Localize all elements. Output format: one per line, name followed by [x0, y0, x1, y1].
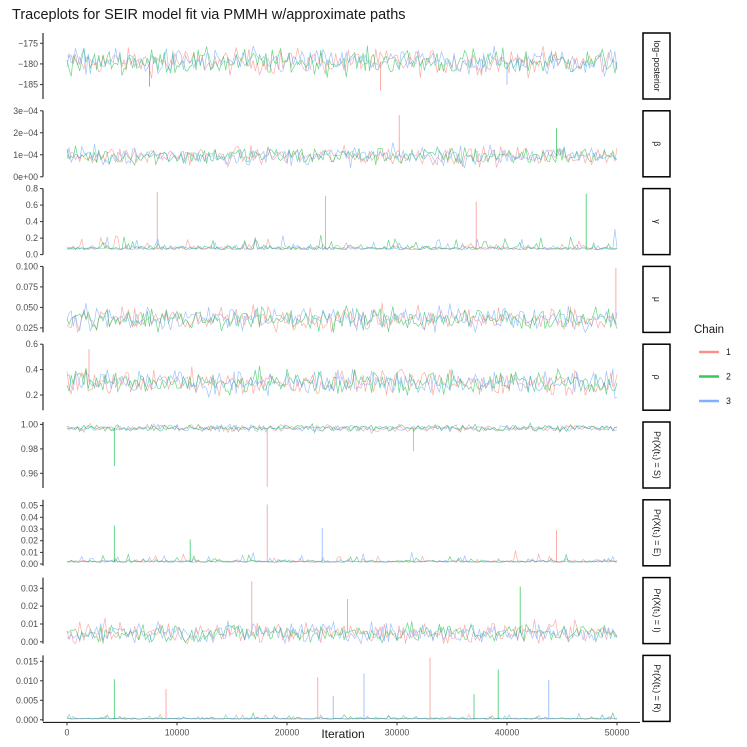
strip-box [642, 110, 671, 178]
x-tick-label: 10000 [165, 727, 190, 737]
trace-chain-2 [66, 365, 618, 396]
facet-panel: 0.96 0.98 1.00 Pr(X(t₁) = S) [21, 419, 671, 489]
y-tick-label: 0.005 [16, 695, 38, 705]
strip-label: ρ [652, 375, 662, 380]
x-tick-label: 50000 [605, 727, 630, 737]
facet-panel: 0.000 0.005 0.010 0.015 Pr(X(t₁) = R) [16, 654, 671, 725]
strip-label: Pr(X(t₁) = I) [652, 588, 662, 632]
y-tick-label: 0.6 [26, 339, 38, 349]
trace-chain-3 [66, 368, 618, 399]
trace-chain-1 [66, 235, 618, 251]
facet-panel: 0.2 0.4 0.6 ρ [26, 339, 671, 411]
x-tick-label: 40000 [495, 727, 520, 737]
y-tick-label: 0.03 [21, 524, 38, 534]
strip-label: log−posterior [652, 40, 662, 91]
y-tick-label: 0.0 [26, 250, 38, 260]
strip-label: Pr(X(t₁) = E) [652, 509, 662, 557]
trace-chain-3 [66, 303, 618, 334]
strip-label: μ [652, 297, 662, 302]
facet-panel: 0.00 0.010.02 0.03 0.040.05 Pr(X(t₁) = E) [21, 499, 671, 569]
y-tick-label: 0.4 [26, 365, 38, 375]
legend-label: 3 [726, 396, 731, 406]
y-tick-label: 1.00 [21, 419, 38, 429]
trace-chain-1 [66, 422, 618, 435]
y-tick-label: 0.02 [21, 601, 38, 611]
x-tick-label: 20000 [275, 727, 300, 737]
y-tick-label: 2e−04 [13, 128, 38, 138]
facet-panel: 0.00 0.01 0.02 0.03 Pr(X(t₁) = I) [21, 576, 671, 647]
y-tick-label: 0.6 [26, 200, 38, 210]
chart-title: Traceplots for SEIR model fit via PMMH w… [12, 7, 406, 23]
strip-box [642, 499, 671, 567]
x-axis-title: Iteration [321, 727, 364, 741]
trace-chain-3 [66, 228, 618, 251]
trace-chain-2 [66, 621, 618, 644]
y-tick-label: 0.96 [21, 468, 38, 478]
x-axis: 0 10000 20000 30000 40000 50000 [43, 721, 640, 737]
y-tick-label: −185 [18, 80, 38, 90]
strip-box [642, 343, 671, 411]
y-tick-label: 0.000 [16, 715, 38, 725]
strip-box [642, 576, 671, 645]
legend-label: 1 [726, 347, 731, 357]
strip-box [642, 654, 671, 723]
trace-chain-1 [66, 46, 618, 79]
strip-box [642, 32, 671, 100]
y-tick-label: 0.04 [21, 512, 38, 522]
y-tick-label: 0e+00 [13, 172, 38, 182]
y-tick-label: 0.05 [21, 501, 38, 511]
trace-chain-3 [66, 142, 618, 169]
y-tick-label: 0.025 [16, 323, 38, 333]
y-tick-label: −175 [18, 38, 38, 48]
trace-chain-3 [66, 712, 618, 720]
y-tick-label: 0.00 [21, 637, 38, 647]
strip-label: Pr(X(t₁) = S) [652, 431, 662, 479]
strip-box [642, 187, 671, 256]
y-tick-label: 1e−04 [13, 150, 38, 160]
y-tick-label: 3e−04 [13, 106, 38, 116]
trace-chain-3 [66, 423, 618, 433]
y-tick-label: 0.02 [21, 536, 38, 546]
strip-box [642, 421, 671, 489]
strip-label: γ [652, 219, 662, 224]
facet-panel: 0e+00 1e−04 2e−04 3e−04 β [13, 106, 671, 182]
y-tick-label: 0.03 [21, 583, 38, 593]
facet-panel: 0.0 0.2 0.4 0.6 0.8 γ [26, 184, 671, 260]
facet-panels: −175 −180 −185 log−posterior 0e+00 1e−04 2e−04… [13, 32, 671, 725]
y-tick-label: 0.2 [26, 233, 38, 243]
trace-chain-1 [66, 366, 618, 397]
y-tick-label: 0.98 [21, 444, 38, 454]
x-tick-label: 30000 [385, 727, 410, 737]
y-tick-label: 0.01 [21, 619, 38, 629]
y-tick-label: 0.00 [21, 559, 38, 569]
legend: Chain 1 2 3 [694, 324, 731, 406]
x-tick-label: 0 [65, 727, 70, 737]
y-tick-label: 0.050 [16, 302, 38, 312]
facet-panel: 0.025 0.050 0.075 0.100 μ [16, 261, 671, 334]
y-tick-label: 0.4 [26, 217, 38, 227]
y-tick-label: 0.015 [16, 656, 38, 666]
legend-label: 2 [726, 372, 731, 382]
trace-chain-2 [66, 422, 618, 434]
y-tick-label: 0.01 [21, 547, 38, 557]
trace-chain-1 [66, 302, 618, 333]
trace-chain-3 [66, 45, 618, 77]
legend-title: Chain [694, 324, 724, 336]
y-tick-label: 0.8 [26, 184, 38, 194]
trace-chain-3 [66, 551, 618, 564]
y-tick-label: 0.075 [16, 282, 38, 292]
trace-chain-2 [66, 304, 618, 333]
y-tick-label: 0.2 [26, 390, 38, 400]
trace-chain-3 [66, 620, 618, 645]
y-tick-label: 0.010 [16, 676, 38, 686]
strip-label: Pr(X(t₁) = R) [652, 664, 662, 712]
y-tick-label: 0.100 [16, 261, 38, 271]
trace-chain-2 [66, 45, 618, 78]
facet-panel: −175 −180 −185 log−posterior [18, 32, 671, 100]
strip-label: β [652, 141, 662, 146]
trace-chain-2 [66, 235, 618, 251]
strip-box [642, 265, 671, 334]
y-tick-label: −180 [18, 59, 38, 69]
